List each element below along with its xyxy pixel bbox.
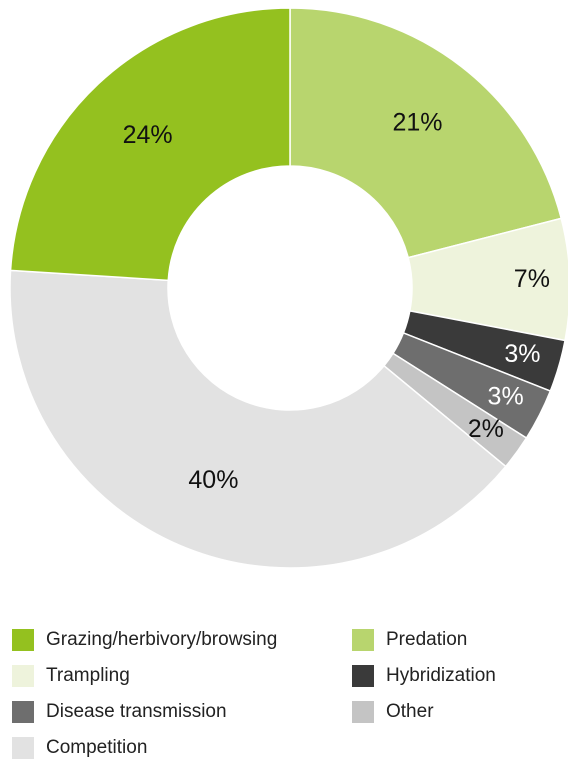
slice-label: 24% [123,121,173,149]
slice-label: 21% [392,108,442,136]
legend-label: Hybridization [386,665,496,686]
legend-swatch [12,665,34,687]
legend-swatch [12,737,34,759]
legend-swatch [12,701,34,723]
legend-label: Grazing/herbivory/browsing [46,629,277,650]
legend-swatch [12,629,34,651]
legend-label: Disease transmission [46,701,227,722]
legend-swatch [352,665,374,687]
slice-label: 40% [188,466,238,494]
legend-label: Other [386,701,434,722]
slice [289,7,563,259]
slice-label: 3% [488,382,524,410]
slice-label: 2% [468,415,504,443]
legend-label: Predation [386,629,467,650]
legend-swatch [352,629,374,651]
slice [9,269,507,569]
slice-label: 3% [504,340,540,368]
slice [9,7,291,282]
legend-label: Competition [46,737,147,758]
slice-label: 7% [514,265,550,293]
legend-swatch [352,701,374,723]
legend-label: Trampling [46,665,130,686]
